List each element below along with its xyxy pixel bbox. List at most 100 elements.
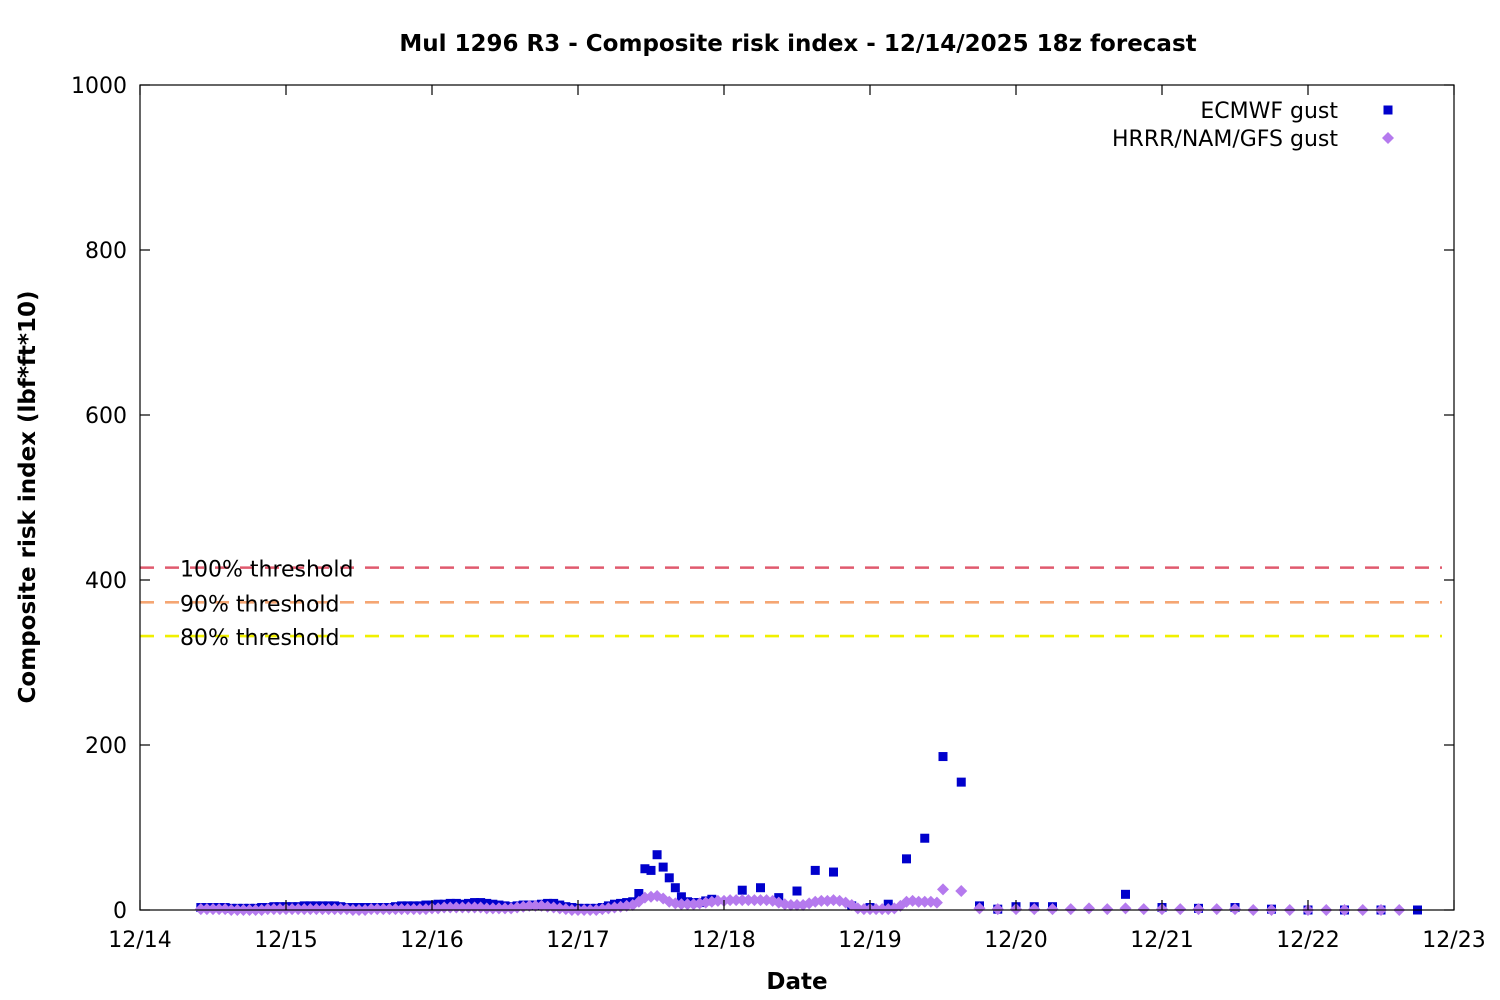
- data-point: [724, 894, 737, 907]
- data-point: [1229, 903, 1241, 916]
- x-tick-label: 12/18: [692, 928, 755, 953]
- data-point: [1121, 889, 1130, 899]
- data-point: [1174, 903, 1187, 916]
- data-point: [395, 903, 408, 916]
- x-tick-label: 12/19: [838, 928, 901, 953]
- threshold-lines: 100% threshold 90% threshold 80% threshold: [140, 558, 1442, 651]
- data-point: [736, 894, 749, 907]
- data-point: [857, 903, 870, 916]
- legend-label: ECMWF gust: [1200, 99, 1338, 124]
- x-tick-label: 12/23: [1422, 928, 1485, 953]
- data-point: [261, 903, 274, 916]
- data-point: [389, 903, 402, 916]
- data-point: [292, 903, 305, 916]
- threshold-label: 80% threshold: [180, 626, 340, 651]
- data-point: [937, 883, 949, 896]
- data-point: [991, 903, 1004, 916]
- data-point: [973, 902, 986, 915]
- data-point: [810, 865, 820, 875]
- data-point: [1137, 903, 1150, 916]
- data-point: [200, 903, 213, 916]
- data-point: [523, 899, 536, 912]
- data-point: [377, 903, 390, 916]
- data-point: [207, 903, 219, 916]
- data-point: [486, 902, 499, 915]
- x-tick-label: 12/15: [254, 928, 317, 953]
- data-point: [658, 862, 668, 872]
- data-point: [664, 873, 674, 883]
- x-axis-label: Date: [766, 969, 827, 995]
- y-tick-label: 0: [113, 899, 127, 924]
- data-point: [876, 903, 889, 916]
- x-tick-label: 12/16: [400, 928, 463, 953]
- data-point: [955, 885, 968, 898]
- data-point: [1192, 903, 1205, 916]
- y-tick-label: 400: [85, 569, 127, 594]
- legend-marker: [1383, 105, 1393, 115]
- data-point: [1101, 903, 1114, 916]
- threshold-label: 90% threshold: [180, 592, 340, 617]
- data-point: [756, 883, 765, 893]
- legend-marker: [1382, 132, 1394, 144]
- data-point: [1119, 902, 1132, 915]
- data-point: [670, 883, 680, 893]
- data-point: [748, 894, 761, 907]
- data-point: [675, 898, 688, 911]
- data-point: [413, 903, 426, 916]
- data-point: [938, 752, 948, 762]
- legend: ECMWF gust HRRR/NAM/GFS gust: [1112, 99, 1394, 152]
- x-tick-label: 12/14: [108, 928, 171, 953]
- data-point: [742, 894, 755, 907]
- data-point: [286, 903, 299, 916]
- data-point: [407, 903, 420, 916]
- data-point: [383, 903, 396, 916]
- data-point: [1064, 903, 1077, 916]
- data-point: [298, 903, 311, 916]
- y-axis: 0 200 400 600 800 1000: [71, 74, 1454, 924]
- data-point: [304, 903, 317, 916]
- data-point: [956, 777, 966, 787]
- y-tick-label: 800: [85, 239, 127, 264]
- data-point: [365, 903, 378, 916]
- x-tick-label: 12/22: [1276, 928, 1339, 953]
- data-point: [316, 903, 329, 916]
- data-point: [681, 898, 694, 911]
- data-point: [652, 850, 662, 860]
- data-point: [499, 902, 511, 915]
- data-point: [492, 902, 505, 915]
- data-point: [1028, 903, 1041, 916]
- legend-label: HRRR/NAM/GFS gust: [1112, 127, 1338, 152]
- plot-frame: [139, 84, 1455, 911]
- data-point: [711, 894, 724, 907]
- data-point: [310, 903, 323, 916]
- data-point: [322, 903, 335, 916]
- y-tick-label: 1000: [71, 74, 127, 99]
- data-point: [328, 903, 341, 916]
- data-point: [676, 892, 686, 902]
- x-tick-label: 12/20: [984, 928, 1047, 953]
- x-axis: 12/14 12/15 12/16 12/17 12/18 12/19 12/20 12/21…: [108, 85, 1486, 953]
- data-point: [870, 903, 883, 916]
- data-point: [784, 899, 797, 912]
- data-point: [213, 903, 226, 916]
- data-point: [1083, 902, 1095, 915]
- data-point: [194, 903, 207, 916]
- data-point: [737, 885, 747, 895]
- y-tick-label: 600: [85, 404, 127, 429]
- data-point: [902, 854, 911, 864]
- data-point: [920, 833, 930, 843]
- data-point: [1046, 903, 1059, 916]
- data-point: [334, 903, 347, 916]
- threshold-label: 100% threshold: [180, 558, 354, 583]
- data-point: [401, 903, 414, 916]
- data-point: [792, 886, 802, 896]
- data-point: [273, 903, 286, 916]
- data-point: [912, 895, 925, 908]
- x-tick-label: 12/17: [546, 928, 609, 953]
- data-point: [730, 894, 743, 907]
- data-point: [267, 903, 280, 916]
- data-point: [529, 899, 542, 912]
- y-axis-label: Composite risk index (lbf*ft*10): [15, 291, 41, 704]
